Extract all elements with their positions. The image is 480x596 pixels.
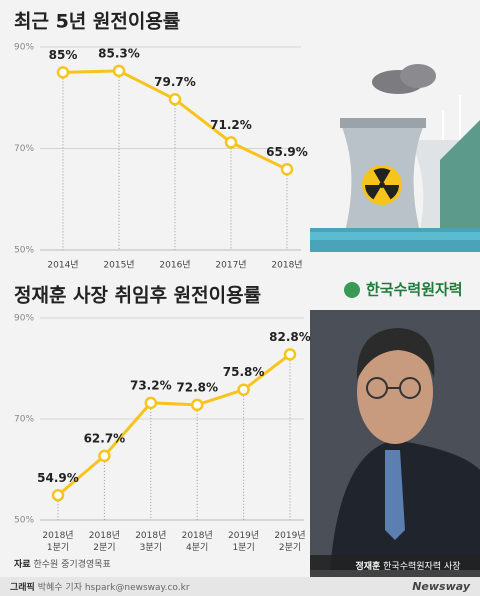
value-label: 73.2% <box>130 378 172 392</box>
source: 자료 한수원 중기경영목표 <box>14 558 111 570</box>
chart-title: 정재훈 사장 취임후 원전이용률 <box>14 284 261 307</box>
caption: 정재훈 한국수력원자력 사장 <box>355 560 460 572</box>
y-tick-label: 90% <box>14 314 34 324</box>
point <box>283 348 297 361</box>
source-text: 한수원 중기경영목표 <box>33 558 110 570</box>
point <box>190 398 204 412</box>
point <box>280 163 294 176</box>
portrait <box>310 310 480 577</box>
value-label: 85% <box>49 48 78 62</box>
plant-illustration <box>310 64 480 252</box>
chart-title: 최근 5년 원전이용률 <box>14 11 180 33</box>
brand: Newsway <box>412 580 471 593</box>
footer-text: 박혜수 기자 hspark@newsway.co.kr <box>38 581 190 593</box>
logo: 한국수력원자력 <box>366 281 463 299</box>
value-label: 85.3% <box>98 46 140 60</box>
point <box>168 93 182 106</box>
x-tick-label: 2018년 <box>271 260 302 271</box>
series-line <box>57 353 291 497</box>
footer-bar <box>0 577 480 596</box>
footer-label: 그래픽 <box>10 581 35 593</box>
source-label: 자료 <box>14 558 31 570</box>
x-tick-label: 2014년 <box>47 260 78 271</box>
value-label: 72.8% <box>176 380 218 394</box>
point <box>144 396 158 410</box>
value-label: 54.9% <box>37 471 79 485</box>
value-label: 75.8% <box>223 365 265 379</box>
logo-mark <box>344 282 360 298</box>
y-tick-label: 70% <box>14 415 34 425</box>
point <box>56 66 70 79</box>
footer: 그래픽 박혜수 기자 hspark@newsway.co.kr <box>10 581 190 593</box>
point <box>51 489 65 502</box>
value-label: 82.8% <box>269 330 311 344</box>
value-label: 62.7% <box>84 431 126 445</box>
caption-text: 한국수력원자력 사장 <box>383 560 460 572</box>
y-tick-label: 50% <box>14 516 34 526</box>
x-tick-label: 2016년 <box>159 260 190 271</box>
caption-name: 정재훈 <box>355 560 380 572</box>
x-tick-label: 2015년 <box>103 260 134 271</box>
x-tick-label: 2018년 3분기 <box>135 530 166 553</box>
x-tick-label: 2019년 2분기 <box>274 530 305 553</box>
value-label: 65.9% <box>266 145 308 159</box>
point <box>237 383 250 396</box>
x-tick-label: 2017년 <box>215 260 246 271</box>
y-tick-label: 90% <box>14 43 34 53</box>
y-tick-label: 70% <box>14 144 34 154</box>
value-label: 71.2% <box>210 118 252 132</box>
value-label: 79.7% <box>154 75 196 89</box>
y-tick-label: 50% <box>14 246 34 256</box>
x-tick-label: 2019년 1분기 <box>228 530 259 553</box>
point <box>98 449 111 463</box>
point <box>112 64 126 78</box>
x-tick-label: 2018년 1분기 <box>42 530 73 553</box>
x-tick-label: 2018년 2분기 <box>89 530 120 553</box>
x-tick-label: 2018년 4분기 <box>182 530 213 553</box>
point <box>224 136 238 149</box>
